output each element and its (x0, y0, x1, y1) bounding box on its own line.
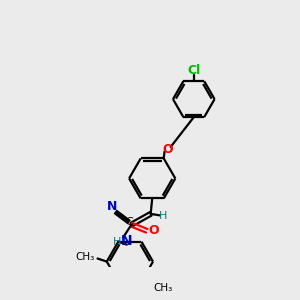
Text: Cl: Cl (187, 64, 200, 77)
Text: CH₃: CH₃ (153, 283, 172, 293)
Text: C: C (125, 217, 133, 226)
Text: O: O (162, 143, 173, 156)
Text: O: O (148, 224, 159, 237)
Text: H: H (159, 211, 167, 221)
Text: N: N (121, 234, 133, 248)
Text: CH₃: CH₃ (76, 252, 95, 262)
Text: H: H (113, 237, 122, 247)
Text: N: N (107, 200, 117, 213)
